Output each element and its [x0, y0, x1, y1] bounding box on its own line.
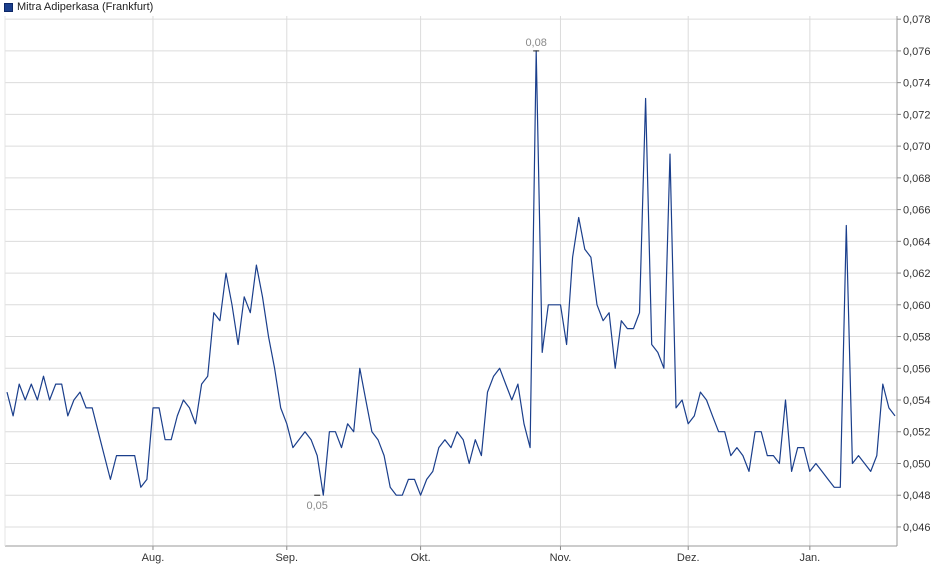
series-line: [6, 50, 896, 496]
y-tick-label: 0,060: [903, 300, 931, 312]
extreme-label: 0,08: [525, 37, 546, 49]
x-tick-label: Jan.: [799, 552, 820, 564]
y-tick-label: 0,078: [903, 14, 931, 26]
x-tick-label: Dez.: [677, 552, 700, 564]
y-tick-label: 0,070: [903, 141, 931, 153]
y-tick-label: 0,076: [903, 46, 931, 58]
y-tick-label: 0,048: [903, 490, 931, 502]
x-tick-label: Aug.: [142, 552, 165, 564]
x-tick-label: Nov.: [550, 552, 572, 564]
y-tick-label: 0,074: [903, 78, 931, 90]
chart-legend: Mitra Adiperkasa (Frankfurt): [4, 1, 153, 13]
y-tick-label: 0,050: [903, 458, 931, 470]
y-tick-label: 0,058: [903, 332, 931, 344]
y-tick-label: 0,072: [903, 109, 931, 121]
y-tick-label: 0,064: [903, 236, 931, 248]
y-tick-label: 0,056: [903, 363, 931, 375]
x-tick-label: Sep.: [275, 552, 298, 564]
legend-label: Mitra Adiperkasa (Frankfurt): [17, 1, 154, 13]
y-tick-label: 0,062: [903, 268, 931, 280]
extreme-label: 0,05: [306, 500, 327, 512]
y-tick-label: 0,054: [903, 395, 931, 407]
y-tick-label: 0,066: [903, 205, 931, 217]
y-tick-label: 0,046: [903, 522, 931, 534]
plot-area: [5, 16, 897, 546]
x-tick-label: Okt.: [411, 552, 431, 564]
y-tick-label: 0,068: [903, 173, 931, 185]
y-tick-label: 0,052: [903, 427, 931, 439]
legend-swatch: [4, 2, 13, 12]
